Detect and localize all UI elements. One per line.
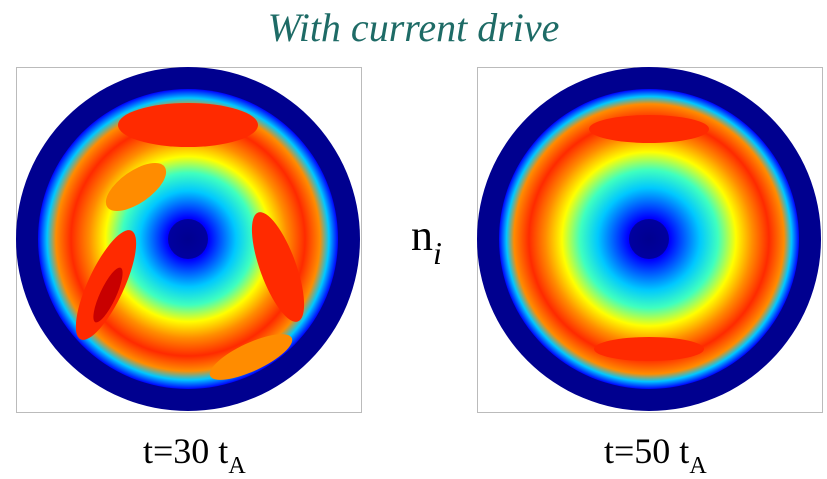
density-peak xyxy=(251,212,305,322)
time-value: t=50 t xyxy=(604,431,690,471)
variable-subscript: i xyxy=(433,235,442,271)
core-minimum xyxy=(168,219,208,259)
variable-base: n xyxy=(411,211,433,260)
density-contour-map xyxy=(477,67,821,411)
density-contour-map xyxy=(16,67,360,411)
time-subscript: A xyxy=(228,453,246,479)
density-peak xyxy=(118,103,258,147)
time-value: t=30 t xyxy=(143,431,229,471)
density-peak xyxy=(209,334,293,380)
density-peak xyxy=(589,115,709,143)
core-minimum xyxy=(629,219,669,259)
contour-plot-t30 xyxy=(16,67,362,413)
contour-plot-t50 xyxy=(477,67,823,413)
time-label-left: t=30 tA xyxy=(143,430,246,479)
time-label-right: t=50 tA xyxy=(604,430,707,479)
density-peak xyxy=(594,337,704,361)
density-peak xyxy=(93,267,123,323)
variable-label: ni xyxy=(411,210,442,271)
density-peak xyxy=(105,163,167,211)
figure-title: With current drive xyxy=(267,5,560,50)
time-subscript: A xyxy=(689,453,707,479)
